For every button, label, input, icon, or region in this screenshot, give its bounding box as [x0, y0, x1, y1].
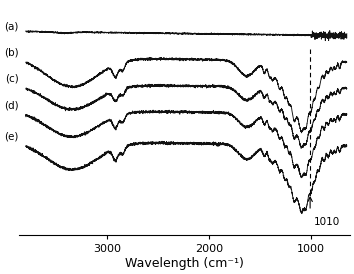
Text: (d): (d)	[4, 100, 19, 110]
Text: (c): (c)	[5, 74, 19, 84]
Text: (b): (b)	[4, 48, 19, 58]
Text: (e): (e)	[4, 132, 19, 142]
Text: (a): (a)	[4, 21, 19, 32]
Text: 1010: 1010	[314, 217, 341, 227]
X-axis label: Wavelength (cm⁻¹): Wavelength (cm⁻¹)	[125, 257, 244, 270]
